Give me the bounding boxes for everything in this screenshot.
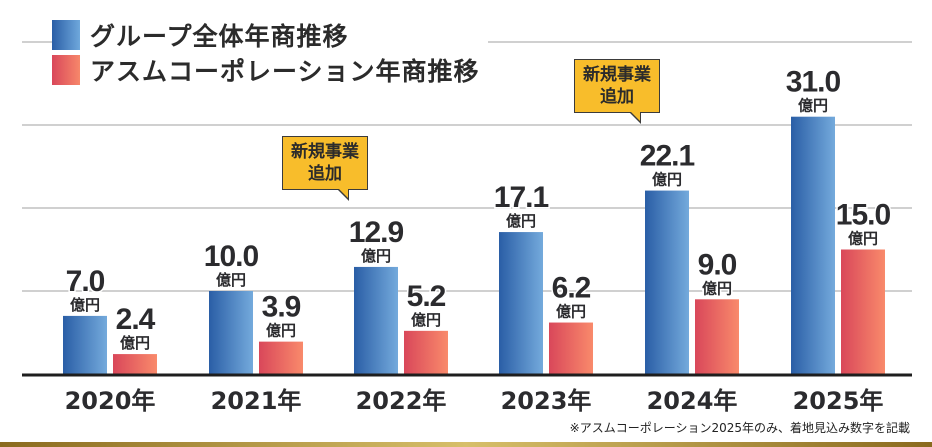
x-tick-label: 2020年 [65,387,156,415]
data-label-value: 5.2 [407,280,446,313]
bar-asmu-corp [259,341,303,374]
data-label-value: 6.2 [552,272,591,305]
bar-group-total [791,116,835,374]
data-label-value: 31.0 [786,66,841,99]
legend-item-asmu: アスムコーポレーション年商推移 [52,52,480,87]
legend-label: アスムコーポレーション年商推移 [90,56,480,86]
data-label-value: 15.0 [836,199,891,232]
x-tick-label: 2023年 [501,387,592,415]
data-label-unit: 億円 [120,334,150,352]
legend-label: グループ全体年商推移 [90,21,349,51]
data-label-value: 7.0 [66,265,105,298]
bottom-decorative-bar [0,442,932,447]
bar-asmu-corp [841,249,885,374]
bar-group-total [354,266,398,374]
callout-new-business-2022: 新規事業 追加 [282,136,368,201]
bar-group-total [209,291,253,374]
bar-group-total [645,190,689,374]
data-label-unit: 億円 [411,311,441,329]
data-label-value: 10.0 [204,240,259,273]
footnote: ※アスムコーポレーション2025年のみ、着地見込み数字を記載 [569,421,910,435]
data-label-value: 17.1 [494,181,549,214]
data-label-unit: 億円 [361,247,391,265]
bar-asmu-corp [549,322,593,374]
callout-line: 新規事業 [291,142,359,162]
data-label-unit: 億円 [702,279,732,297]
x-tick-label: 2022年 [356,387,447,415]
legend-swatch-blue [52,19,80,50]
data-label-unit: 億円 [216,271,246,289]
data-label-unit: 億円 [70,296,100,314]
data-label-value: 22.1 [640,140,695,173]
x-tick-label: 2021年 [211,387,302,415]
data-label-unit: 億円 [848,230,878,248]
data-label-value: 12.9 [349,216,404,249]
callout-new-business-2024: 新規事業 追加 [574,59,660,124]
x-tick-label: 2024年 [647,387,738,415]
bar-asmu-corp [113,354,157,374]
bar-group-total [499,232,543,374]
legend-item-group: グループ全体年商推移 [52,17,480,52]
callout-line: 追加 [308,164,342,184]
data-label-unit: 億円 [798,97,828,115]
bar-asmu-corp [695,299,739,374]
callout-line: 追加 [600,87,634,107]
data-label-value: 9.0 [698,248,737,281]
x-tick-label: 2025年 [793,387,884,415]
data-label-unit: 億円 [652,171,682,189]
bar-group-total [63,315,107,374]
callout-line: 新規事業 [583,65,651,85]
legend: グループ全体年商推移 アスムコーポレーション年商推移 [52,17,488,87]
data-label-unit: 億円 [556,303,586,321]
data-label-unit: 億円 [506,212,536,230]
legend-swatch-red [52,54,80,85]
data-label-value: 3.9 [262,291,301,324]
bar-asmu-corp [404,330,448,374]
data-label-value: 2.4 [116,303,156,336]
data-label-unit: 億円 [266,322,296,340]
